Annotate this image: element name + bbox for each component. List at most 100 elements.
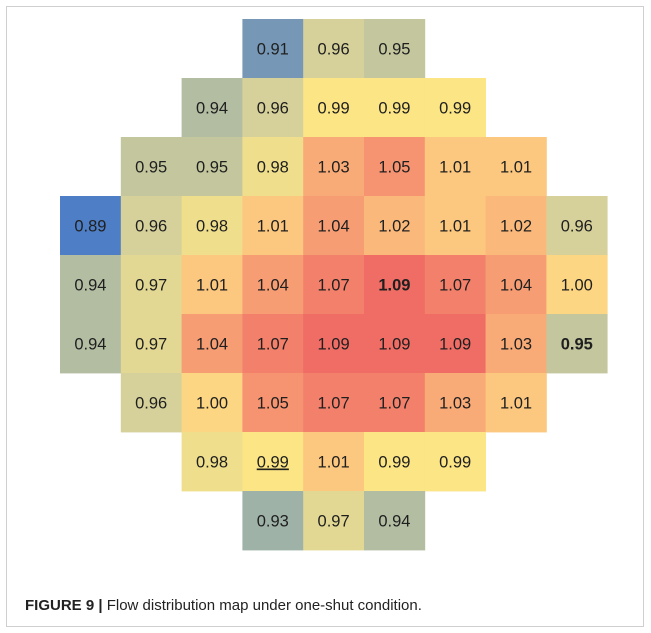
heatmap-cell: [303, 314, 365, 374]
heatmap-cell-value: 0.91: [257, 41, 289, 59]
heatmap-cell-value: 0.95: [196, 159, 228, 177]
heatmap-cell: [364, 255, 426, 315]
heatmap-cell: [424, 373, 486, 433]
heatmap-cell-value: 0.97: [318, 513, 350, 531]
heatmap-cell-value: 0.94: [196, 100, 228, 118]
heatmap-cell-value: 0.95: [378, 41, 410, 59]
heatmap-cell-value: 1.01: [257, 218, 289, 236]
heatmap-cell-value: 0.93: [257, 513, 289, 531]
heatmap-cell-value: 1.00: [561, 277, 593, 295]
heatmap-cell-value: 1.03: [318, 159, 350, 177]
heatmap-cell: [364, 491, 426, 551]
heatmap-cell: [303, 255, 365, 315]
heatmap-cell-value: 0.95: [135, 159, 167, 177]
heatmap-cell-value: 1.01: [439, 159, 471, 177]
heatmap-cell-value: 0.96: [318, 41, 350, 59]
figure-caption-label: FIGURE 9 |: [25, 597, 103, 614]
heatmap-cell-value: 0.94: [74, 277, 106, 295]
heatmap-cell: [60, 314, 122, 374]
heatmap-cell-value: 1.07: [378, 395, 410, 413]
heatmap-cell-value: 0.99: [439, 454, 471, 472]
heatmap-cell: [120, 196, 182, 256]
heatmap-cell: [242, 137, 304, 197]
heatmap-cell: [181, 432, 243, 492]
heatmap-cell-value: 1.07: [439, 277, 471, 295]
heatmap-cell-value: 1.05: [257, 395, 289, 413]
heatmap-cell-value: 1.09: [318, 336, 350, 354]
heatmap-cell: [364, 373, 426, 433]
heatmap-cell-value: 1.03: [439, 395, 471, 413]
heatmap-cell: [181, 373, 243, 433]
heatmap-cell: [242, 432, 304, 492]
heatmap-cell-value: 1.09: [378, 277, 410, 295]
heatmap-cell: [364, 78, 426, 138]
heatmap-cell-value: 0.96: [257, 100, 289, 118]
heatmap-cell: [181, 196, 243, 256]
heatmap-cell-value: 0.89: [74, 218, 106, 236]
heatmap-cell: [364, 137, 426, 197]
heatmap-cell-value: 1.05: [378, 159, 410, 177]
heatmap-cell: [242, 255, 304, 315]
heatmap-cell: [181, 78, 243, 138]
heatmap-cell-value: 1.07: [257, 336, 289, 354]
heatmap-cell: [485, 314, 547, 374]
heatmap-cell-value: 0.98: [196, 454, 228, 472]
heatmap-cell: [60, 196, 122, 256]
heatmap-cell-value: 0.99: [378, 454, 410, 472]
heatmap-cell: [120, 255, 182, 315]
heatmap-cell: [242, 19, 304, 79]
heatmap-cell: [424, 78, 486, 138]
heatmap-cell-value: 1.03: [500, 336, 532, 354]
heatmap-cell: [120, 373, 182, 433]
heatmap-cell: [546, 314, 608, 374]
heatmap-cell-value: 1.04: [500, 277, 532, 295]
heatmap-cell: [303, 491, 365, 551]
heatmap-cell: [485, 255, 547, 315]
heatmap-cell-value: 0.99: [257, 454, 289, 472]
heatmap-cell-value: 1.01: [318, 454, 350, 472]
heatmap-cell-value: 0.97: [135, 277, 167, 295]
heatmap-cell: [120, 314, 182, 374]
figure-caption-text: Flow distribution map under one-shut con…: [106, 597, 422, 614]
heatmap-cell: [303, 19, 365, 79]
heatmap-cell: [181, 137, 243, 197]
heatmap-cell: [303, 137, 365, 197]
heatmap-cell: [485, 137, 547, 197]
heatmap-cell-value: 1.07: [318, 277, 350, 295]
heatmap-cell-value: 0.98: [196, 218, 228, 236]
heatmap-cell-value: 1.02: [500, 218, 532, 236]
heatmap-cell: [424, 137, 486, 197]
heatmap-cell-value: 0.99: [378, 100, 410, 118]
heatmap-cell-value: 0.96: [561, 218, 593, 236]
heatmap-cell: [546, 196, 608, 256]
heatmap-cell: [424, 196, 486, 256]
heatmap-cell: [303, 373, 365, 433]
heatmap-cell-value: 1.01: [500, 395, 532, 413]
heatmap-cell-value: 0.97: [135, 336, 167, 354]
heatmap-cell: [242, 314, 304, 374]
heatmap-cell-value: 0.99: [318, 100, 350, 118]
heatmap-cell-value: 1.04: [318, 218, 350, 236]
heatmap-cell: [364, 314, 426, 374]
heatmap-cell-value: 0.96: [135, 395, 167, 413]
heatmap-cell: [485, 373, 547, 433]
heatmap-cell: [424, 255, 486, 315]
heatmap-cell: [364, 432, 426, 492]
heatmap-cell-value: 1.09: [378, 336, 410, 354]
heatmap-cell-value: 1.00: [196, 395, 228, 413]
heatmap-cell-value: 1.04: [196, 336, 228, 354]
heatmap-cell: [424, 432, 486, 492]
heatmap-cell: [485, 196, 547, 256]
heatmap-cell-value: 1.01: [500, 159, 532, 177]
heatmap-cell-value: 0.98: [257, 159, 289, 177]
figure-frame: 0.91 0.96 0.95 0.94 0.96 0.99 0.99 0.99 0.95 0.95…: [6, 6, 644, 627]
heatmap-cell: [181, 255, 243, 315]
heatmap-cell: [242, 78, 304, 138]
heatmap-cell: [303, 78, 365, 138]
heatmap-cell-value: 0.95: [561, 336, 593, 354]
heatmap-cell: [546, 255, 608, 315]
heatmap-cell-value: 1.07: [318, 395, 350, 413]
flow-distribution-heatmap: 0.91 0.96 0.95 0.94 0.96 0.99 0.99 0.99 0.95 0.95…: [60, 19, 608, 551]
heatmap-cell-value: 1.09: [439, 336, 471, 354]
heatmap-cell: [242, 196, 304, 256]
